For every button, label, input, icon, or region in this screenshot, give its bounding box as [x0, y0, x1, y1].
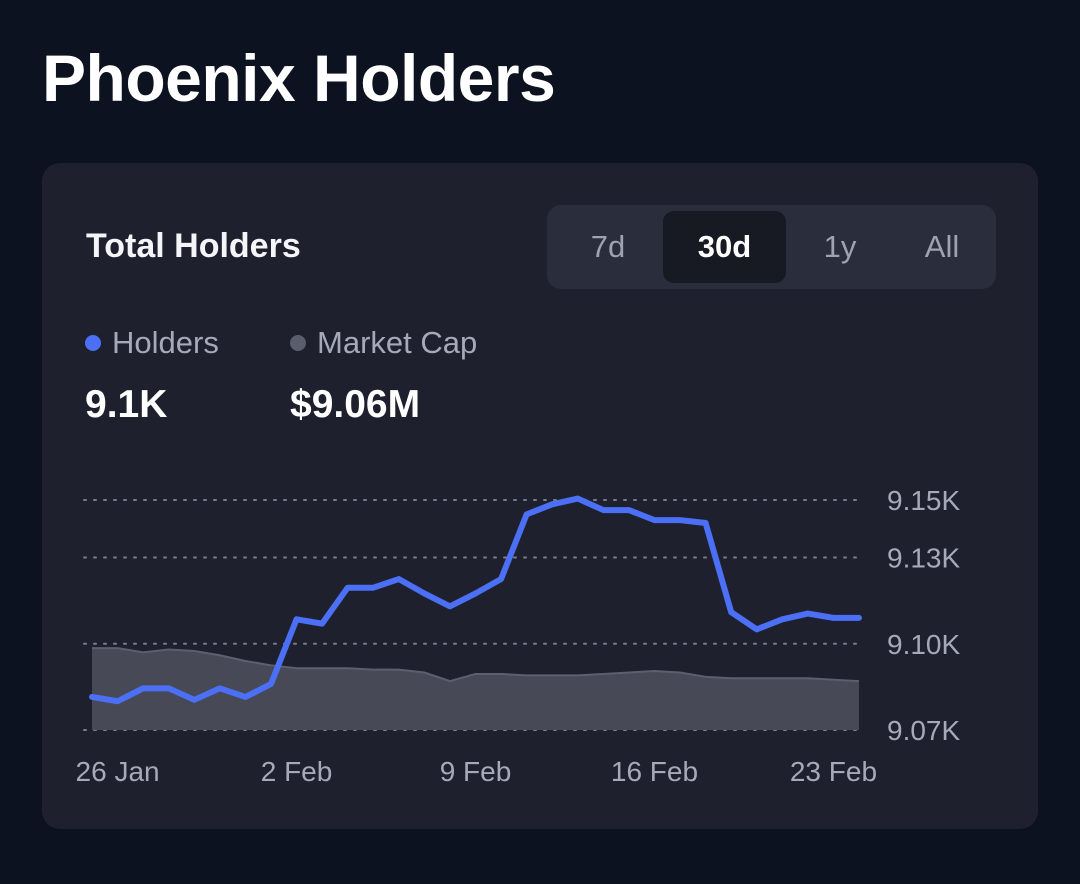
holders-dot-icon — [85, 335, 101, 351]
legend-market-cap-label: Market Cap — [317, 325, 478, 360]
holders-line — [89, 495, 862, 705]
x-tick-label: 2 Feb — [261, 756, 333, 787]
x-tick-label: 16 Feb — [611, 756, 698, 787]
page-title: Phoenix Holders — [42, 41, 556, 115]
y-tick-label: 9.07K — [887, 715, 960, 746]
y-tick-label: 9.10K — [887, 629, 960, 660]
holders-chart-card: Total Holders 7d 30d 1y All Holders 9.1K… — [42, 163, 1038, 829]
market-cap-area — [92, 648, 859, 730]
legend-holders-label: Holders — [112, 325, 219, 360]
x-tick-label: 9 Feb — [440, 756, 512, 787]
card-title: Total Holders — [86, 227, 301, 265]
legend-market-cap[interactable]: Market Cap — [290, 325, 477, 361]
x-tick-label: 26 Jan — [76, 756, 160, 787]
range-7d-button[interactable]: 7d — [590, 229, 626, 264]
holders-value: 9.1K — [85, 383, 168, 426]
range-1y-button[interactable]: 1y — [823, 229, 857, 264]
legend-holders[interactable]: Holders — [85, 325, 219, 361]
market-cap-edge — [92, 647, 860, 683]
x-tick-label: 23 Feb — [790, 756, 877, 787]
y-tick-label: 9.13K — [887, 543, 960, 574]
market-cap-dot-icon — [290, 335, 306, 351]
range-all-button[interactable]: All — [924, 229, 960, 264]
y-tick-label: 9.15K — [887, 485, 960, 516]
holders-line-chart: 9.15K 9.13K 9.10K 9.07K 26 Jan 2 Feb 9 Feb 16 F… — [76, 485, 961, 787]
time-range-toggle: 7d 30d 1y All — [547, 205, 996, 289]
range-30d-button[interactable]: 30d — [663, 211, 786, 283]
market-cap-value: $9.06M — [290, 383, 421, 426]
